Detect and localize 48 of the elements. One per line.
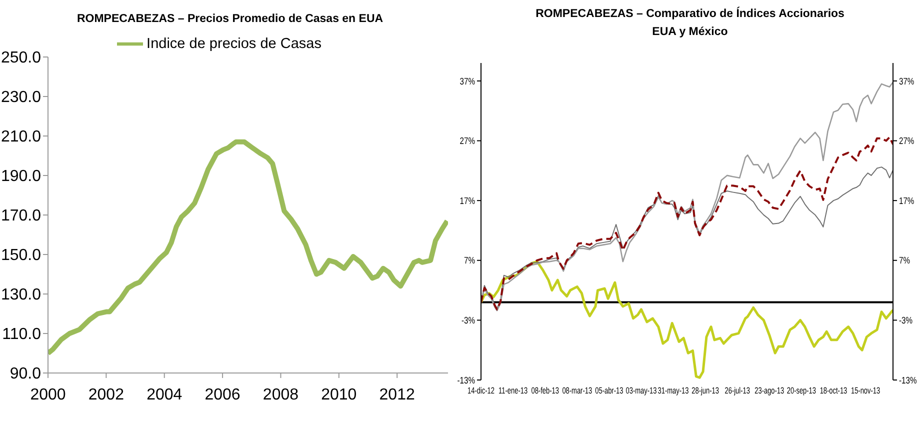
y-tick-label: 230.0 <box>0 89 42 106</box>
y-tick-label: 27% <box>460 135 476 146</box>
y2-tick-label: -13% <box>899 374 918 386</box>
x-tick-label: 2000 <box>30 386 66 404</box>
y2-tick-label: 37% <box>899 75 915 87</box>
y-tick-label: 170.0 <box>0 208 42 225</box>
y-tick-label: 90.0 <box>10 366 42 383</box>
y-tick-label: 7% <box>464 254 476 266</box>
x-tick-label: 14-dic-12 <box>468 385 494 396</box>
y-tick-label: 37% <box>460 75 476 87</box>
y-tick-label: 210.0 <box>0 128 42 146</box>
chart-title: ROMPECABEZAS – Comparativo de Índices Accionarios EUA y México <box>534 6 846 40</box>
y-tick-label: 250.0 <box>0 50 42 67</box>
line-series <box>481 166 893 309</box>
y-tick-label: 110.0 <box>2 326 42 344</box>
x-tick-label: 2012 <box>379 386 415 404</box>
y2-tick-label: 17% <box>899 195 915 206</box>
line-series <box>481 81 893 312</box>
x-tick-label: 18-oct-13 <box>820 385 848 396</box>
x-tick-label: 23-ago-13 <box>754 385 785 396</box>
x-tick-label: 2002 <box>88 386 124 404</box>
x-tick-label: 08-feb-13 <box>531 385 560 396</box>
x-tick-label: 2010 <box>321 386 357 404</box>
x-tick-label: 26-jul-13 <box>724 385 750 396</box>
x-tick-label: 31-may-13 <box>658 385 690 396</box>
x-tick-label: 05-abr-13 <box>595 385 624 396</box>
x-tick-label: 2004 <box>146 386 182 404</box>
y2-tick-label: -3% <box>899 314 913 326</box>
x-tick-label: 03-may-13 <box>626 385 658 396</box>
x-tick-label: 20-sep-13 <box>786 385 817 396</box>
x-tick-label: 15-nov-13 <box>850 385 881 396</box>
legend-label: Indice de precios de Casas <box>146 36 322 52</box>
line-series <box>481 260 893 379</box>
y-tick-label: -13% <box>457 374 476 386</box>
y-tick-label: 190.0 <box>0 168 42 186</box>
y2-tick-label: 27% <box>899 135 915 146</box>
x-tick-label: 28-jun-13 <box>692 385 720 396</box>
y2-tick-label: 7% <box>899 254 910 266</box>
x-tick-label: 2008 <box>262 386 299 404</box>
x-tick-label: 11-ene-13 <box>498 385 528 396</box>
line-series <box>481 136 893 310</box>
x-tick-label: 2006 <box>204 386 240 404</box>
chart-title: ROMPECABEZAS – Precios Promedio de Casas en EUA <box>76 12 384 27</box>
y-tick-label: -3% <box>461 314 476 326</box>
y-tick-label: 130.0 <box>0 286 42 304</box>
y-tick-label: 150.0 <box>0 247 42 264</box>
x-tick-label: 08-mar-13 <box>562 385 593 396</box>
y-tick-label: 17% <box>460 195 476 206</box>
